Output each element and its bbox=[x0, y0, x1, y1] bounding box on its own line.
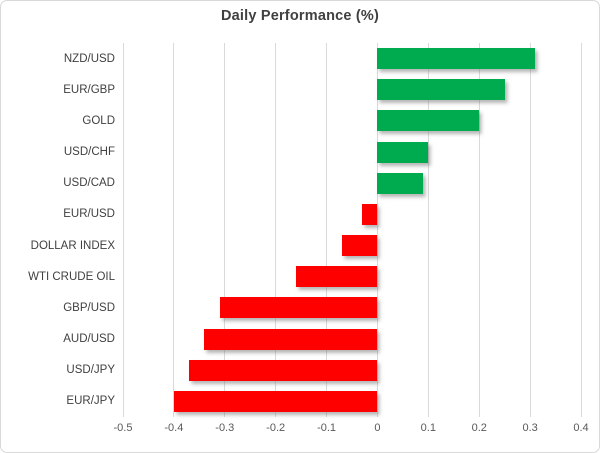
bar-dollar-index bbox=[341, 235, 378, 257]
category-label-nzd-usd: NZD/USD bbox=[63, 52, 115, 65]
x-tick-label: 0.2 bbox=[471, 422, 487, 434]
bar-usd-cad bbox=[377, 172, 424, 194]
bar-aud-usd bbox=[204, 328, 378, 350]
gridline bbox=[376, 43, 378, 417]
category-label-usd-chf: USD/CHF bbox=[63, 146, 115, 159]
gridline bbox=[326, 43, 328, 417]
category-label-dollar-index: DOLLAR INDEX bbox=[30, 239, 115, 252]
x-tick-label: -0.3 bbox=[215, 422, 235, 434]
bar-eur-usd bbox=[362, 203, 378, 225]
bar-nzd-usd bbox=[377, 48, 536, 70]
bar-usd-chf bbox=[377, 141, 429, 163]
category-label-gold: GOLD bbox=[82, 114, 115, 127]
gridline bbox=[580, 43, 582, 417]
x-tick-label: -0.2 bbox=[266, 422, 286, 434]
gridline bbox=[122, 43, 124, 417]
plot-area bbox=[122, 43, 582, 417]
bar-usd-jpy bbox=[189, 359, 378, 381]
x-tick-label: 0.4 bbox=[573, 422, 589, 434]
x-tick-label: -0.5 bbox=[113, 422, 133, 434]
x-tick-label: 0.1 bbox=[420, 422, 436, 434]
bar-wti-crude-oil bbox=[296, 266, 378, 288]
gridline bbox=[173, 43, 175, 417]
chart-title: Daily Performance (%) bbox=[220, 8, 380, 24]
category-label-wti-crude-oil: WTI CRUDE OIL bbox=[28, 270, 115, 283]
category-axis: NZD/USD EUR/GBP GOLD USD/CHF USD/CAD EUR/USD D… bbox=[1, 43, 115, 417]
x-tick-label: -0.1 bbox=[317, 422, 337, 434]
category-label-aud-usd: AUD/USD bbox=[63, 333, 115, 346]
bar-eur-jpy bbox=[173, 390, 378, 412]
category-label-usd-jpy: USD/JPY bbox=[66, 364, 115, 377]
value-axis: -0.5 -0.4 -0.3 -0.2 -0.1 0 0.1 0.2 0.3 0.4 bbox=[1, 422, 599, 442]
bar-gold bbox=[377, 110, 480, 132]
category-label-eur-jpy: EUR/JPY bbox=[66, 395, 115, 408]
category-label-eur-gbp: EUR/GBP bbox=[63, 83, 115, 96]
gridline bbox=[275, 43, 277, 417]
gridline bbox=[224, 43, 226, 417]
x-tick-label: 0 bbox=[374, 422, 381, 434]
gridline bbox=[529, 43, 531, 417]
x-tick-label: -0.4 bbox=[164, 422, 184, 434]
category-label-usd-cad: USD/CAD bbox=[63, 177, 115, 190]
category-label-eur-usd: EUR/USD bbox=[63, 208, 115, 221]
category-label-gbp-usd: GBP/USD bbox=[63, 301, 115, 314]
bar-eur-gbp bbox=[377, 79, 505, 101]
x-tick-label: 0.3 bbox=[522, 422, 538, 434]
gridline bbox=[478, 43, 480, 417]
gridline bbox=[427, 43, 429, 417]
bar-gbp-usd bbox=[219, 297, 378, 319]
